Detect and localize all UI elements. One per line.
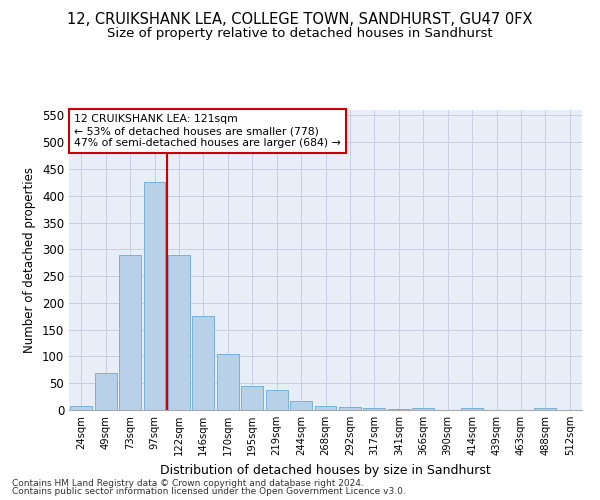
Bar (95, 372, 116, 410)
Text: 12, CRUIKSHANK LEA, COLLEGE TOWN, SANDHURST, GU47 0FX: 12, CRUIKSHANK LEA, COLLEGE TOWN, SANDHU… (67, 12, 533, 28)
Bar (339, 408, 361, 410)
Text: Contains HM Land Registry data © Crown copyright and database right 2024.: Contains HM Land Registry data © Crown c… (12, 478, 364, 488)
X-axis label: Distribution of detached houses by size in Sandhurst: Distribution of detached houses by size … (160, 464, 491, 476)
Text: Size of property relative to detached houses in Sandhurst: Size of property relative to detached ho… (107, 28, 493, 40)
Bar (217, 354, 239, 410)
Bar (388, 409, 410, 410)
Bar (290, 402, 312, 410)
Bar (143, 182, 166, 410)
Bar (119, 254, 141, 410)
Bar (461, 408, 483, 410)
Bar (266, 390, 287, 410)
Bar (193, 316, 214, 410)
Bar (412, 408, 434, 410)
Text: Contains public sector information licensed under the Open Government Licence v3: Contains public sector information licen… (12, 487, 406, 496)
Bar (168, 254, 190, 410)
Bar (314, 406, 337, 410)
Text: 12 CRUIKSHANK LEA: 121sqm
← 53% of detached houses are smaller (778)
47% of semi: 12 CRUIKSHANK LEA: 121sqm ← 53% of detac… (74, 114, 341, 148)
Bar (70, 406, 92, 410)
Bar (535, 408, 556, 410)
Bar (241, 386, 263, 410)
Y-axis label: Number of detached properties: Number of detached properties (23, 167, 37, 353)
Bar (364, 408, 385, 410)
